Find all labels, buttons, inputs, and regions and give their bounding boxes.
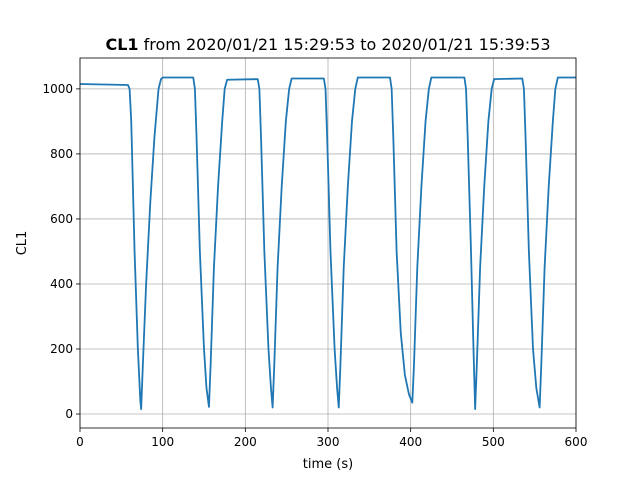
x-tick-label: 0 (76, 435, 84, 449)
data-line (79, 76, 576, 411)
x-tick-label: 100 (151, 435, 174, 449)
y-tick-label: 1000 (42, 82, 73, 96)
x-axis-label: time (s) (303, 457, 353, 472)
y-tick-label: 200 (50, 342, 73, 356)
y-tick-label: 400 (50, 277, 73, 291)
x-tick-label: 200 (234, 435, 257, 449)
y-tick-label: 0 (65, 407, 73, 421)
plot-frame (79, 57, 577, 429)
y-tick-label: 600 (50, 212, 73, 226)
y-axis-label: CL1 (15, 231, 30, 256)
x-tick-label: 400 (399, 435, 422, 449)
x-tick-label: 500 (482, 435, 505, 449)
title-rest: from 2020/01/21 15:29:53 to 2020/01/21 1… (144, 35, 551, 54)
x-tick-label: 300 (317, 435, 340, 449)
chart-title: CL1 from 2020/01/21 15:29:53 to 2020/01/… (105, 35, 550, 54)
title-bold: CL1 (105, 35, 138, 54)
y-tick-label: 800 (50, 147, 73, 161)
x-tick-label: 600 (565, 435, 588, 449)
